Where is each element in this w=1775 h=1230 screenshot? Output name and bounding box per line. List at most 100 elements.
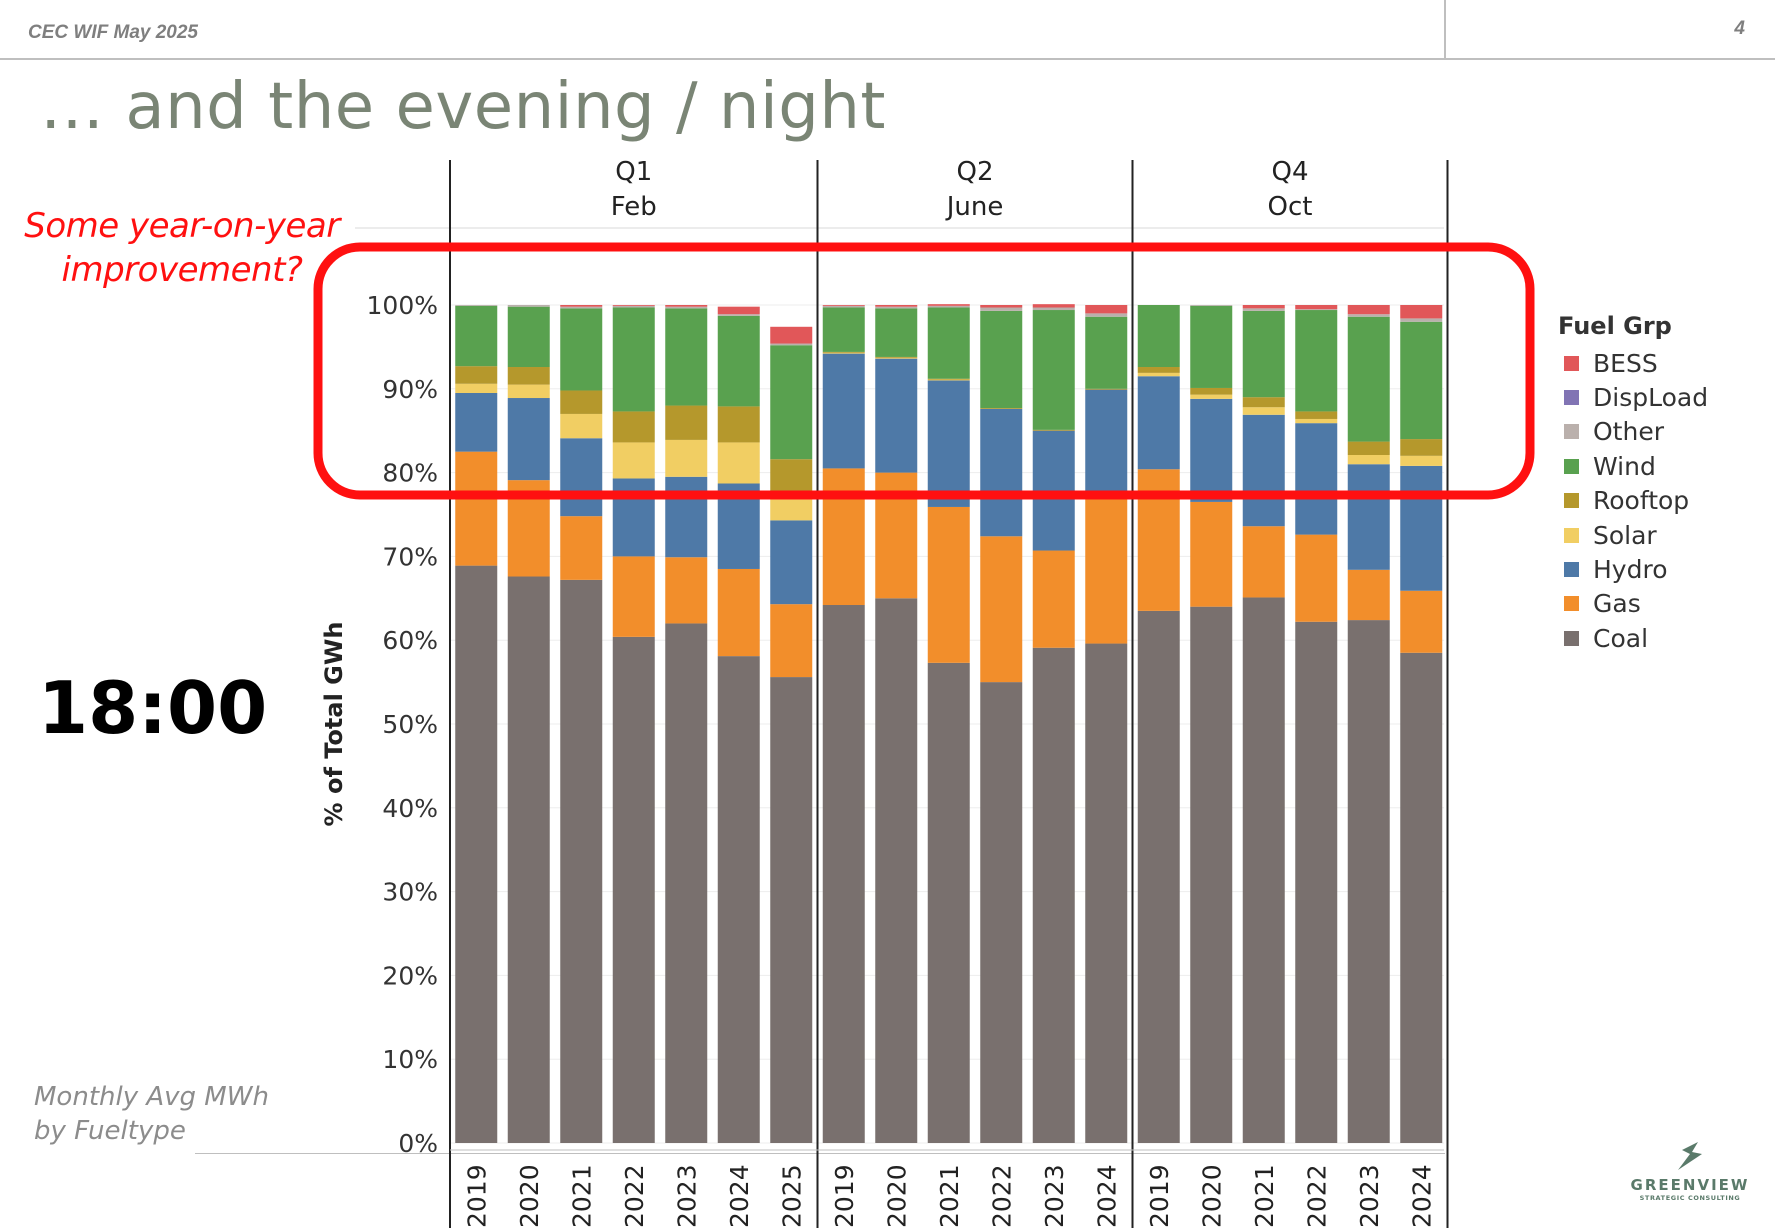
bar-segment-gas	[1085, 494, 1128, 644]
page-number: 4	[1734, 18, 1745, 39]
bar-segment-rooftop	[875, 356, 918, 358]
bar-segment-gas	[1137, 469, 1180, 611]
bar-segment-gas	[1242, 526, 1285, 598]
legend-swatch	[1564, 390, 1579, 406]
bar-segment-gas	[455, 451, 498, 566]
y-tick-label: 10%	[382, 1045, 438, 1074]
header-rule	[0, 58, 1775, 60]
x-tick-label: 2022	[620, 1164, 649, 1228]
bar-segment-coal	[665, 623, 708, 1143]
bar-segment-bess	[717, 306, 760, 315]
bar-segment-bess	[1295, 305, 1338, 310]
bar-segment-solar	[455, 383, 498, 393]
legend-swatch	[1564, 355, 1579, 371]
bar-segment-rooftop	[1242, 397, 1285, 408]
bar-segment-solar	[875, 357, 918, 359]
bar-segment-gas	[1190, 501, 1233, 607]
bar-segment-solar	[1190, 394, 1233, 399]
panel-month-label: June	[945, 192, 1004, 222]
bar-segment-coal	[612, 636, 655, 1143]
x-tick-label: 2020	[515, 1164, 544, 1228]
bar-segment-rooftop	[927, 378, 970, 380]
bar-segment-other	[665, 306, 708, 309]
bar-segment-rooftop	[1190, 387, 1233, 395]
bar-segment-bess	[927, 304, 970, 306]
bar-segment-rooftop	[822, 351, 865, 353]
legend-label: Hydro	[1593, 555, 1668, 585]
bar-segment-solar	[507, 384, 550, 399]
bar-segment-hydro	[1242, 414, 1285, 527]
legend-item-rooftop: Rooftop	[1558, 484, 1708, 518]
bar-segment-rooftop	[1137, 367, 1180, 373]
bar-segment-wind	[665, 308, 708, 406]
bar-segment-wind	[1137, 305, 1180, 368]
chart-note: Monthly Avg MWh by Fueltype	[34, 1080, 269, 1148]
bar-segment-gas	[927, 506, 970, 663]
bar-segment-other	[507, 305, 550, 307]
bar-segment-hydro	[560, 438, 603, 517]
bar-segment-other	[1032, 307, 1075, 311]
legend-item-solar: Solar	[1558, 518, 1708, 552]
bar-segment-gas	[822, 468, 865, 606]
y-tick-label: 30%	[382, 878, 438, 907]
bar-segment-hydro	[1400, 465, 1443, 591]
legend-swatch	[1564, 424, 1579, 440]
bar-segment-coal	[1190, 606, 1233, 1143]
bar-segment-coal	[1085, 643, 1128, 1143]
bar-segment-wind	[980, 310, 1023, 409]
bar-segment-rooftop	[1295, 411, 1338, 419]
note-line-1: Monthly Avg MWh	[34, 1082, 269, 1112]
bar-segment-gas	[1347, 569, 1390, 621]
bar-segment-hydro	[455, 392, 498, 452]
bar-segment-wind	[875, 308, 918, 357]
bar-segment-other	[875, 306, 918, 309]
bar-segment-coal	[1137, 610, 1180, 1143]
legend-item-coal: Coal	[1558, 621, 1708, 655]
x-tick-label: 2023	[1040, 1164, 1069, 1228]
bar-segment-wind	[1295, 310, 1338, 412]
bar-segment-other	[1295, 309, 1338, 311]
bar-segment-other	[1400, 318, 1443, 322]
callout-text: Some year-on-year improvement?	[22, 204, 342, 292]
bar-segment-coal	[455, 565, 498, 1143]
bar-segment-hydro	[1295, 423, 1338, 535]
x-tick-label: 2022	[1302, 1164, 1331, 1228]
note-rule	[195, 1153, 1445, 1154]
bar-segment-gas	[1032, 550, 1075, 648]
bar-segment-gas	[717, 568, 760, 657]
bar-segment-rooftop	[455, 366, 498, 384]
bar-segment-solar	[1347, 455, 1390, 465]
x-tick-label: 2021	[1250, 1164, 1279, 1228]
bar-segment-coal	[822, 605, 865, 1143]
bar-segment-wind	[822, 307, 865, 352]
y-tick-label: 0%	[398, 1129, 438, 1158]
bar-segment-wind	[612, 307, 655, 412]
x-tick-label: 2019	[1145, 1164, 1174, 1228]
bar-segment-solar	[560, 413, 603, 439]
bar-segment-other	[1085, 313, 1128, 317]
x-tick-label: 2024	[1407, 1164, 1436, 1228]
bar-segment-gas	[1295, 534, 1338, 622]
bar-segment-rooftop	[665, 405, 708, 440]
y-axis-label: % of Total GWh	[320, 622, 348, 827]
bar-segment-rooftop	[560, 390, 603, 414]
x-tick-label: 2019	[830, 1164, 859, 1228]
bar-segment-other	[612, 305, 655, 308]
bar-segment-coal	[560, 579, 603, 1143]
bar-segment-gas	[612, 556, 655, 637]
legend-label: Wind	[1593, 451, 1656, 481]
y-tick-label: 70%	[382, 542, 438, 571]
bar-segment-gas	[665, 557, 708, 624]
x-tick-label: 2025	[777, 1164, 806, 1228]
x-tick-label: 2022	[987, 1164, 1016, 1228]
x-tick-label: 2024	[725, 1164, 754, 1228]
bar-segment-solar	[822, 352, 865, 354]
legend-swatch	[1564, 493, 1579, 509]
legend-title: Fuel Grp	[1558, 312, 1672, 340]
bar-segment-wind	[1400, 321, 1443, 440]
bar-segment-wind	[1242, 310, 1285, 398]
legend: Fuel Grp BESS DispLoad Other Wind Rooftop Sol…	[1558, 312, 1708, 656]
bar-segment-gas	[770, 604, 813, 678]
legend-item-dispload: DispLoad	[1558, 380, 1708, 414]
note-line-2: by Fueltype	[34, 1116, 186, 1146]
